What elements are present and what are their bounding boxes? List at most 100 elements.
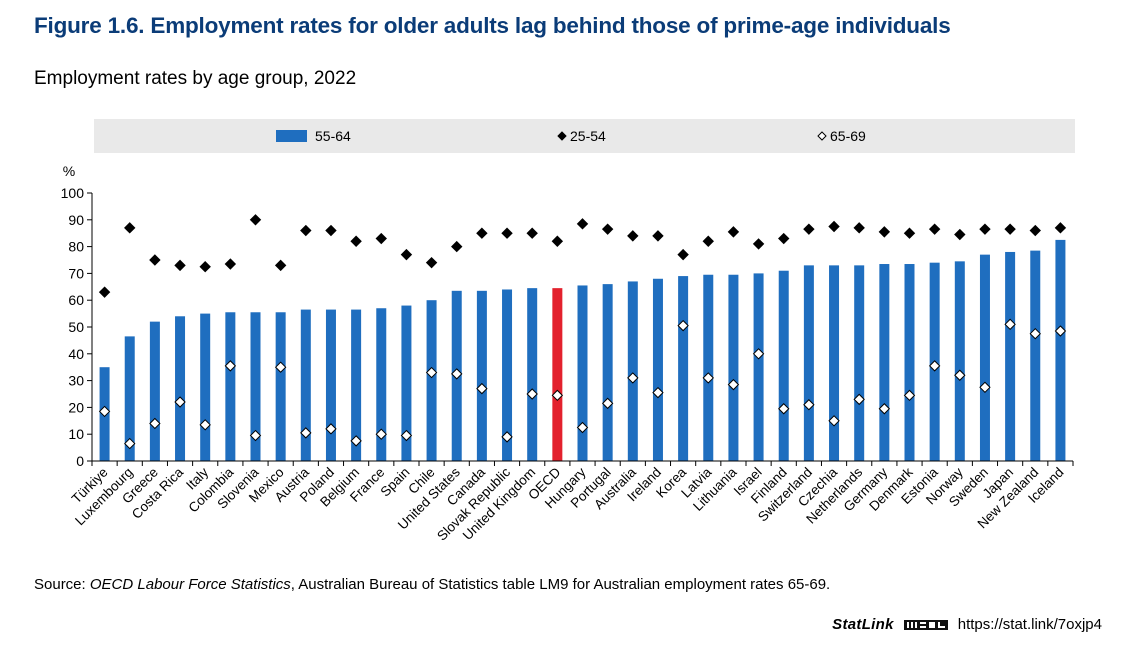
bar-highlight xyxy=(552,288,563,461)
legend-label: 25-54 xyxy=(570,128,606,144)
bar xyxy=(351,309,362,461)
bar xyxy=(627,281,638,461)
y-tick-label: 90 xyxy=(68,212,84,228)
point-25-54 xyxy=(677,248,689,261)
point-65-69 xyxy=(375,428,387,440)
y-tick-label: 0 xyxy=(76,453,84,469)
bar xyxy=(476,290,487,461)
point-65-69 xyxy=(300,427,312,439)
point-25-54 xyxy=(199,260,211,273)
point-65-69 xyxy=(526,388,538,400)
source-note: Source: OECD Labour Force Statistics, Au… xyxy=(34,576,830,593)
point-25-54 xyxy=(98,286,111,298)
point-65-69 xyxy=(979,381,991,394)
y-tick-label: 20 xyxy=(68,399,84,415)
bar xyxy=(325,309,336,461)
point-65-69 xyxy=(425,366,438,379)
point-25-54 xyxy=(249,214,262,226)
source-label: Source: xyxy=(34,576,90,593)
point-65-69 xyxy=(652,386,664,399)
point-25-54 xyxy=(752,238,765,250)
source-rest: , Australian Bureau of Statistics table … xyxy=(290,576,831,593)
point-65-69 xyxy=(954,369,966,381)
point-65-69 xyxy=(1004,318,1016,331)
point-65-69 xyxy=(677,319,689,332)
bar xyxy=(703,274,714,461)
bar xyxy=(175,316,186,461)
bar xyxy=(1030,250,1041,461)
bar xyxy=(376,308,387,461)
point-65-69 xyxy=(778,403,790,415)
point-25-54 xyxy=(325,224,337,237)
bar xyxy=(426,300,437,461)
point-25-54 xyxy=(576,218,589,230)
marker-series-65-69 xyxy=(98,318,1067,450)
point-25-54 xyxy=(501,227,513,239)
point-25-54 xyxy=(903,227,916,239)
point-25-54 xyxy=(954,228,966,241)
point-65-69 xyxy=(149,417,161,430)
point-25-54 xyxy=(350,235,362,247)
point-65-69 xyxy=(878,403,891,415)
y-tick-label: 80 xyxy=(68,239,84,255)
bar xyxy=(200,313,211,461)
bar xyxy=(829,265,840,461)
point-65-69 xyxy=(752,348,765,360)
point-65-69 xyxy=(803,399,815,411)
point-25-54 xyxy=(174,259,186,272)
y-tick-label: 10 xyxy=(68,426,84,442)
point-25-54 xyxy=(425,256,438,269)
employment-chart: 55-64 25-54 65-69 % 0 10 20 30 40 50 60 70 80 90 100… xyxy=(61,119,1075,544)
bar xyxy=(250,312,261,461)
legend-label: 65-69 xyxy=(830,128,866,144)
point-65-69 xyxy=(576,421,589,434)
point-65-69 xyxy=(1054,325,1067,337)
point-25-54 xyxy=(727,226,740,238)
point-25-54 xyxy=(778,232,790,245)
point-25-54 xyxy=(149,254,161,266)
point-65-69 xyxy=(400,429,413,442)
point-25-54 xyxy=(274,259,287,272)
statlink: StatLink https://stat.link/7oxjp4 xyxy=(832,616,1102,633)
bar xyxy=(778,270,789,461)
bar xyxy=(678,276,689,461)
bar xyxy=(854,265,865,461)
legend-label: 55-64 xyxy=(315,128,351,144)
point-65-69 xyxy=(928,360,941,372)
bar xyxy=(979,254,990,461)
bar xyxy=(602,284,613,461)
point-25-54 xyxy=(124,222,136,234)
point-65-69 xyxy=(903,389,916,402)
point-65-69 xyxy=(501,431,513,443)
bar xyxy=(1055,239,1066,461)
point-65-69 xyxy=(1029,327,1041,340)
bar xyxy=(904,264,915,461)
bar xyxy=(577,285,588,461)
point-25-54 xyxy=(652,230,664,242)
y-axis: 0 10 20 30 40 50 60 70 80 90 100 xyxy=(61,185,93,469)
point-25-54 xyxy=(375,232,387,245)
y-tick-label: 30 xyxy=(68,373,84,389)
point-65-69 xyxy=(551,389,564,402)
point-25-54 xyxy=(878,226,891,238)
point-25-54 xyxy=(803,223,815,235)
point-65-69 xyxy=(98,405,111,418)
legend-swatch-filled-diamond xyxy=(557,131,567,141)
bar xyxy=(527,288,538,461)
point-65-69 xyxy=(174,396,186,408)
bar xyxy=(502,289,513,461)
point-25-54 xyxy=(224,258,237,270)
point-25-54 xyxy=(601,223,614,235)
point-65-69 xyxy=(451,368,463,380)
point-25-54 xyxy=(702,235,714,247)
point-65-69 xyxy=(224,360,237,372)
statlink-url-link[interactable]: https://stat.link/7oxjp4 xyxy=(957,616,1102,633)
statlink-logo-icon xyxy=(903,619,948,630)
figure-subtitle: Employment rates by age group, 2022 xyxy=(34,68,357,89)
point-65-69 xyxy=(853,393,865,406)
bar xyxy=(1005,251,1016,461)
point-65-69 xyxy=(627,372,639,384)
figure-title: Figure 1.6. Employment rates for older a… xyxy=(34,13,951,38)
point-25-54 xyxy=(400,248,413,261)
bar xyxy=(753,273,764,461)
